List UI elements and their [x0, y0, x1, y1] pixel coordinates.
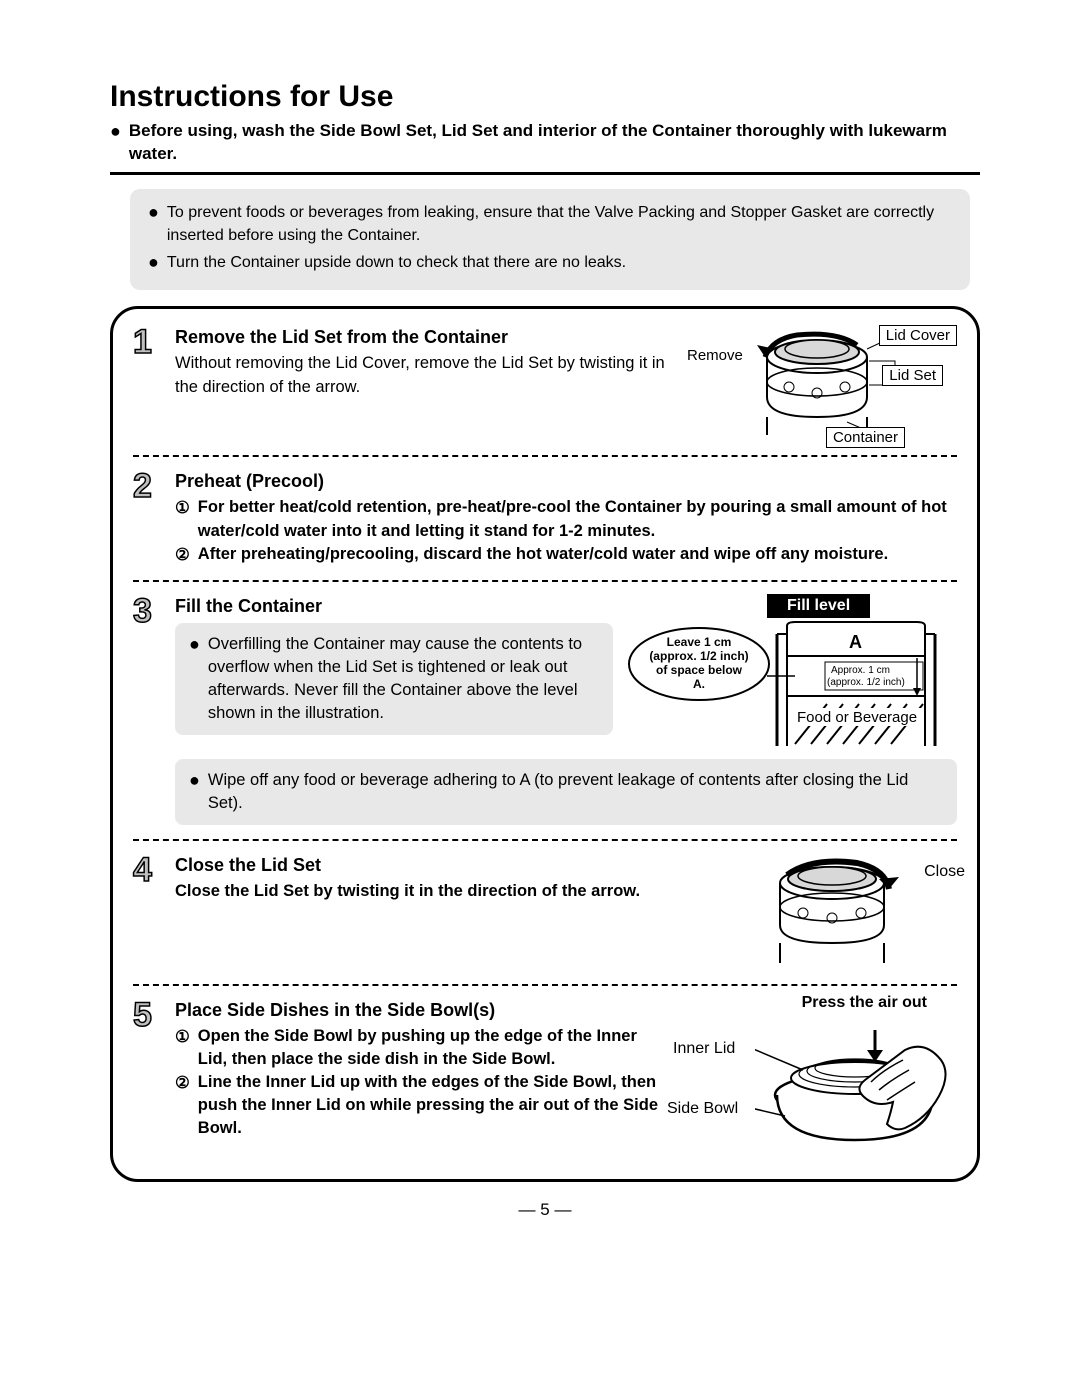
- page-number: — 5 —: [110, 1200, 980, 1220]
- svg-text:A: A: [849, 632, 862, 652]
- svg-text:Food or Beverage: Food or Beverage: [797, 709, 917, 726]
- step-number-icon: 4: [133, 851, 152, 890]
- svg-text:Approx. 1 cm: Approx. 1 cm: [831, 665, 890, 676]
- label-inner-lid: Inner Lid: [673, 1040, 735, 1058]
- steps-frame: 1 Remove the Lid Set from the Container …: [110, 306, 980, 1181]
- bullet-icon: ●: [110, 122, 121, 166]
- step-5-diagram: Press the air out Inner Lid Side Bowl: [677, 1000, 957, 1155]
- label-remove: Remove: [687, 347, 743, 364]
- label-lid-set: Lid Set: [882, 365, 943, 386]
- circled-1-icon: ①: [175, 496, 190, 542]
- step-4-diagram: Close: [757, 855, 957, 970]
- step-3-wipe-note: ● Wipe off any food or beverage adhering…: [175, 759, 957, 825]
- note-2: Turn the Container upside down to check …: [167, 251, 626, 274]
- step-number-icon: 3: [133, 592, 152, 631]
- intro-text: ● Before using, wash the Side Bowl Set, …: [110, 120, 980, 175]
- intro-body: Before using, wash the Side Bowl Set, Li…: [129, 120, 980, 166]
- label-container: Container: [826, 427, 905, 448]
- bullet-icon: ●: [189, 635, 200, 725]
- svg-text:(approx. 1/2 inch): (approx. 1/2 inch): [649, 649, 748, 663]
- step-2-item-2: After preheating/precooling, discard the…: [198, 543, 888, 566]
- step-1-diagram: Remove Lid Cover Lid Set Container: [687, 327, 957, 441]
- note-1: To prevent foods or beverages from leaki…: [167, 201, 952, 247]
- bullet-icon: ●: [148, 203, 159, 247]
- step-3-warning: ● Overfilling the Container may cause th…: [175, 623, 613, 735]
- step-5-item-2: Line the Inner Lid up with the edges of …: [198, 1071, 663, 1140]
- svg-text:(approx. 1/2 inch): (approx. 1/2 inch): [827, 677, 905, 688]
- step-1-body: Without removing the Lid Cover, remove t…: [175, 352, 673, 398]
- step-number-icon: 2: [133, 467, 152, 506]
- step-3-title: Fill the Container: [175, 596, 613, 617]
- step-4-body: Close the Lid Set by twisting it in the …: [175, 880, 743, 903]
- step-1-title: Remove the Lid Set from the Container: [175, 327, 673, 348]
- label-fill-level: Fill level: [767, 594, 870, 618]
- step-2-title: Preheat (Precool): [175, 471, 957, 492]
- step-3-wipe-text: Wipe off any food or beverage adhering t…: [208, 769, 943, 815]
- step-3-warning-text: Overfilling the Container may cause the …: [208, 633, 599, 725]
- svg-text:of space below: of space below: [656, 663, 743, 677]
- bullet-icon: ●: [189, 771, 200, 815]
- step-5-title: Place Side Dishes in the Side Bowl(s): [175, 1000, 663, 1021]
- step-1: 1 Remove the Lid Set from the Container …: [133, 327, 957, 441]
- separator: [133, 455, 957, 457]
- step-3-diagram: Fill level: [627, 596, 957, 749]
- step-5: 5 Place Side Dishes in the Side Bowl(s) …: [133, 1000, 957, 1155]
- step-number-icon: 5: [133, 996, 152, 1035]
- step-5-item-1: Open the Side Bowl by pushing up the edg…: [198, 1025, 663, 1071]
- step-4-title: Close the Lid Set: [175, 855, 743, 876]
- svg-text:Leave 1 cm: Leave 1 cm: [667, 635, 732, 649]
- step-2-item-1: For better heat/cold retention, pre-heat…: [198, 496, 957, 542]
- warning-box: ● To prevent foods or beverages from lea…: [130, 189, 970, 291]
- circled-2-icon: ②: [175, 1071, 190, 1140]
- bullet-icon: ●: [148, 253, 159, 274]
- label-side-bowl: Side Bowl: [667, 1100, 738, 1118]
- circled-2-icon: ②: [175, 543, 190, 566]
- circled-1-icon: ①: [175, 1025, 190, 1071]
- separator: [133, 984, 957, 986]
- step-3: 3 Fill the Container ● Overfilling the C…: [133, 596, 957, 825]
- step-number-icon: 1: [133, 323, 152, 362]
- page-title: Instructions for Use: [110, 80, 980, 114]
- step-4: 4 Close the Lid Set Close the Lid Set by…: [133, 855, 957, 970]
- label-press-air: Press the air out: [802, 994, 927, 1012]
- svg-text:A.: A.: [693, 677, 705, 691]
- step-2: 2 Preheat (Precool) ① For better heat/co…: [133, 471, 957, 565]
- label-close: Close: [924, 863, 965, 881]
- label-lid-cover: Lid Cover: [879, 325, 957, 346]
- separator: [133, 580, 957, 582]
- separator: [133, 839, 957, 841]
